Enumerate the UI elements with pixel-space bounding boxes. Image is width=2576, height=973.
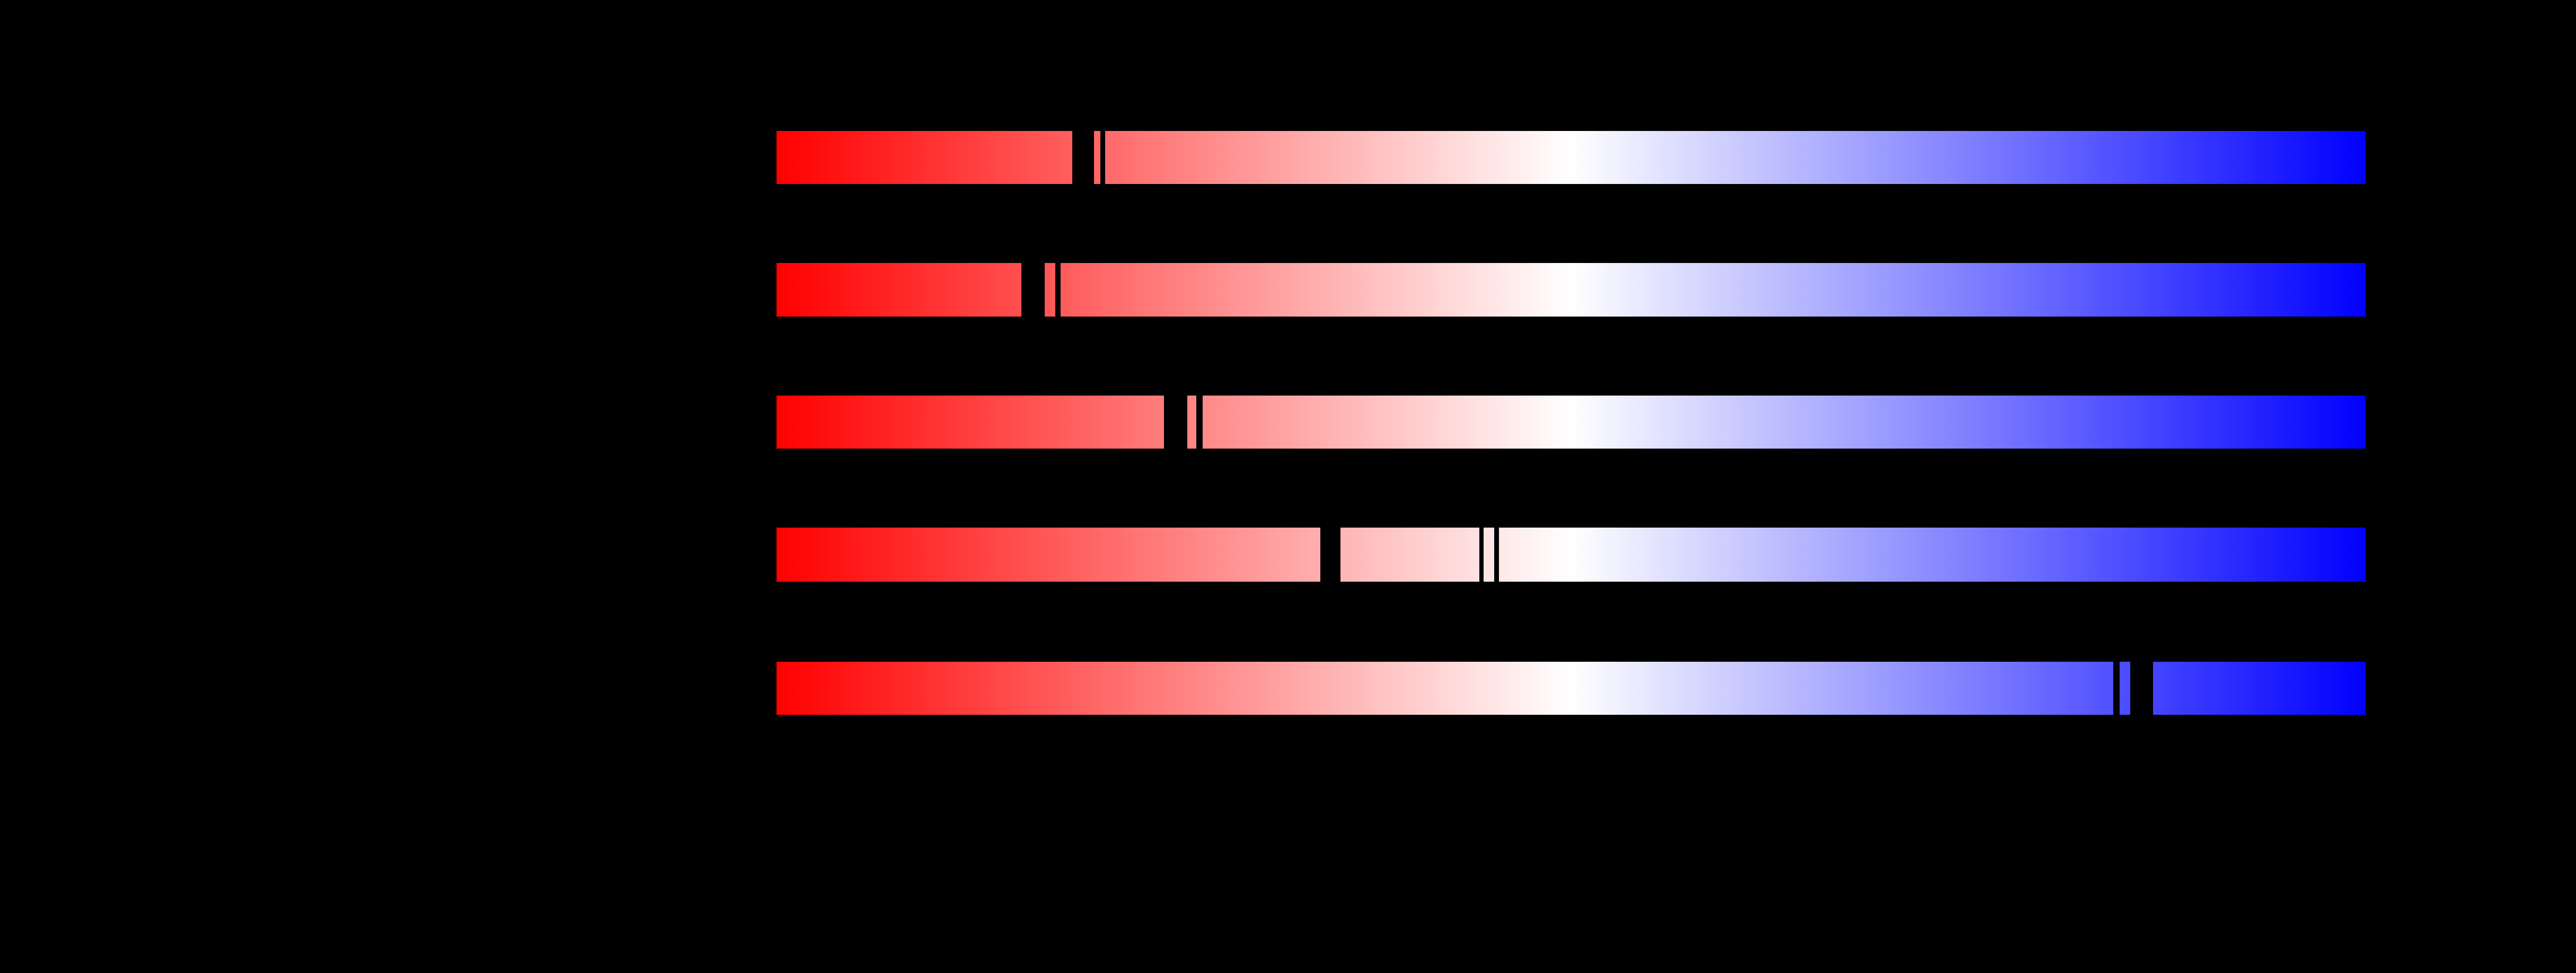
- gradient-bar-row-2: [777, 396, 2366, 449]
- gradient-bar-row-0: [777, 131, 2366, 184]
- interval-marker-thick-row-2-0: [1164, 396, 1187, 449]
- interval-marker-thick-row-3-0: [1320, 528, 1340, 582]
- interval-marker-thin-row-0-1: [1100, 131, 1105, 184]
- interval-marker-thick-row-4-1: [2130, 662, 2153, 715]
- interval-marker-thick-row-0-0: [1072, 131, 1094, 184]
- gradient-bar-row-4: [777, 662, 2366, 715]
- interval-marker-thin-row-3-1: [1479, 528, 1484, 582]
- interval-marker-thin-row-2-1: [1196, 396, 1203, 449]
- interval-marker-thin-row-3-2: [1494, 528, 1499, 582]
- gradient-bar-row-1: [777, 263, 2366, 317]
- gradient-bar-row-3: [777, 528, 2366, 582]
- interval-marker-thick-row-1-0: [1021, 263, 1045, 317]
- interval-marker-thin-row-4-0: [2113, 662, 2120, 715]
- interval-marker-thin-row-1-1: [1055, 263, 1061, 317]
